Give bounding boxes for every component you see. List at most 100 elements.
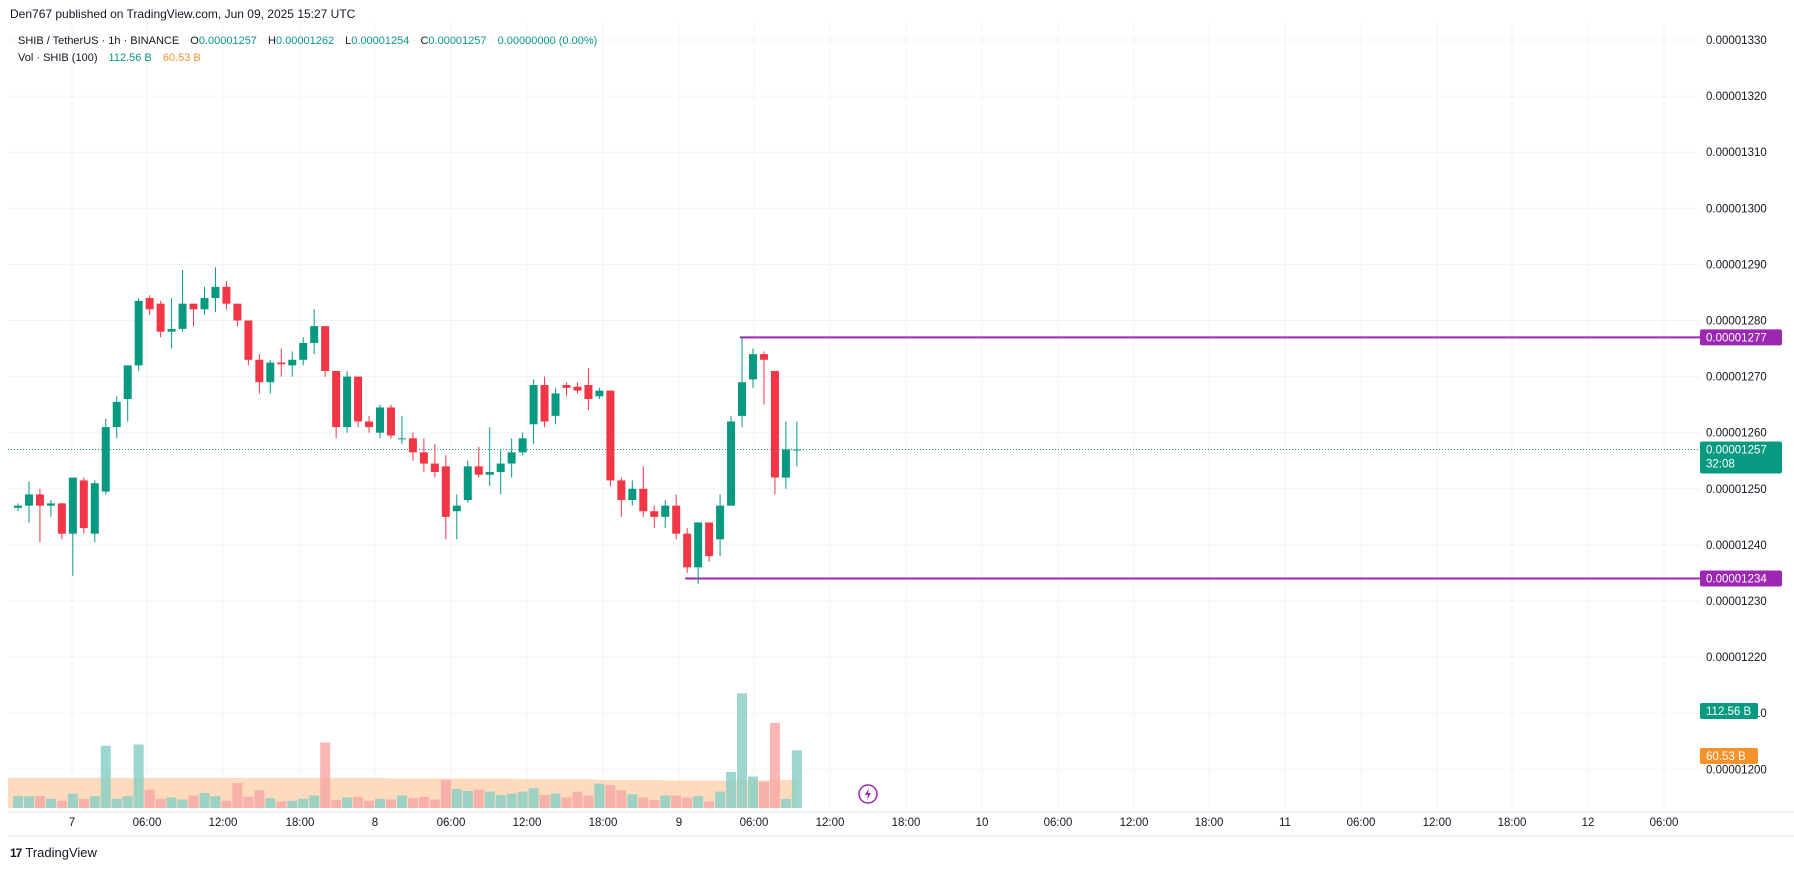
volume-bar [429,799,440,808]
volume-bar [276,801,287,808]
candle-body [79,480,88,529]
candle-body [672,505,681,534]
volume-indicator-name[interactable]: Vol · SHIB (100) [18,52,98,64]
volume-bar [747,776,758,808]
volume-bar [133,744,144,808]
candle-body [463,466,472,501]
volume-bar [177,799,188,808]
candle-body [617,480,626,501]
candle-body [233,303,242,321]
volume-bar [342,797,353,808]
x-tick-label: 12:00 [816,817,845,829]
y-tick-label: 0.00001280 [1706,316,1767,328]
volume-bar [758,781,769,808]
y-tick-label: 0.00001330 [1706,35,1767,47]
volume-legend: Vol · SHIB (100) 112.56 B 60.53 B [18,52,201,64]
x-tick-label: 7 [69,817,75,829]
candle-body [419,452,428,464]
x-tick-label: 06:00 [133,817,162,829]
candle-body [792,449,801,451]
volume-tag-label: 60.53 B [1706,751,1746,763]
last-price-label: 0.00001257 [1706,445,1767,457]
candle-body [650,511,659,517]
volume-bar [594,783,605,808]
candle-body [167,328,176,332]
volume-bar [473,789,484,808]
volume-bar [210,796,221,808]
candle-body [430,463,439,472]
tradingview-brand[interactable]: 17 TradingView [10,845,97,860]
candle-body [628,488,637,501]
volume-bar [495,794,506,808]
volume-bar [780,798,791,808]
candle-body [781,449,790,478]
volume-bar [638,797,649,808]
candle-body [321,326,330,371]
candle-body [365,421,374,428]
candle-body [123,365,132,400]
volume-bar [100,745,111,808]
volume-bar [550,793,561,808]
volume-tag [1700,748,1758,764]
candle-body [727,421,736,506]
published-header: Den767 published on TradingView.com, Jun… [10,7,356,21]
level-price-label: 0.00001234 [1706,574,1767,586]
y-tick-label: 0.00001240 [1706,540,1767,552]
volume-bar [287,800,298,808]
candle-body [573,386,582,391]
volume-bar [320,742,331,808]
volume-tag-label: 112.56 B [1706,706,1752,718]
x-tick-label: 12:00 [1423,817,1452,829]
volume-bar [385,799,396,808]
candle-body [738,382,747,416]
candle-body [156,303,165,332]
candle-body [178,303,187,329]
y-tick-label: 0.00001250 [1706,484,1767,496]
lightning-bolt-glyph [865,788,871,800]
candle-body [112,401,121,428]
y-tick-label: 0.00001220 [1706,652,1767,664]
level-price-label: 0.00001277 [1706,332,1767,344]
high-label: H [268,35,276,47]
candle-body [683,533,692,568]
candle-body [244,320,253,360]
change-value: 0.00000000 (0.00%) [497,35,598,47]
candle-body [507,452,516,464]
y-tick-label: 0.00001270 [1706,372,1767,384]
candle-body [46,503,55,506]
low-value: 0.00001254 [351,35,410,47]
volume-bar [693,796,704,808]
volume-bar [166,797,177,808]
volume-bar [221,800,232,808]
volume-bar [517,791,528,808]
plot-area [8,22,1700,808]
volume-bar [56,800,67,808]
volume-bar [254,790,265,808]
candle-body [639,488,648,512]
tradingview-logo-icon: 17 [10,845,22,860]
x-tick-label: 18:00 [892,817,921,829]
y-tick-label: 0.00001320 [1706,91,1767,103]
candle-body [518,438,527,453]
countdown-label: 32:08 [1706,459,1735,471]
candle-body [222,286,231,304]
symbol-name[interactable]: SHIB / TetherUS · 1h · BINANCE [18,35,180,47]
x-tick-label: 06:00 [1044,817,1073,829]
volume-bar [298,798,309,808]
candle-body [770,370,779,478]
candle-body [595,390,604,397]
volume-bar [627,794,638,808]
volume-bar [737,693,748,808]
y-tick-label: 0.00001310 [1706,147,1767,159]
candle-body [705,522,714,557]
candle-body [376,407,385,433]
volume-bar [78,798,89,808]
candle-body [310,326,319,343]
volume-bar [583,795,594,808]
x-tick-label: 18:00 [1498,817,1527,829]
candle-body [35,494,44,506]
candle-body [57,503,66,534]
candle-body [606,390,615,481]
x-tick-label: 10 [976,817,989,829]
